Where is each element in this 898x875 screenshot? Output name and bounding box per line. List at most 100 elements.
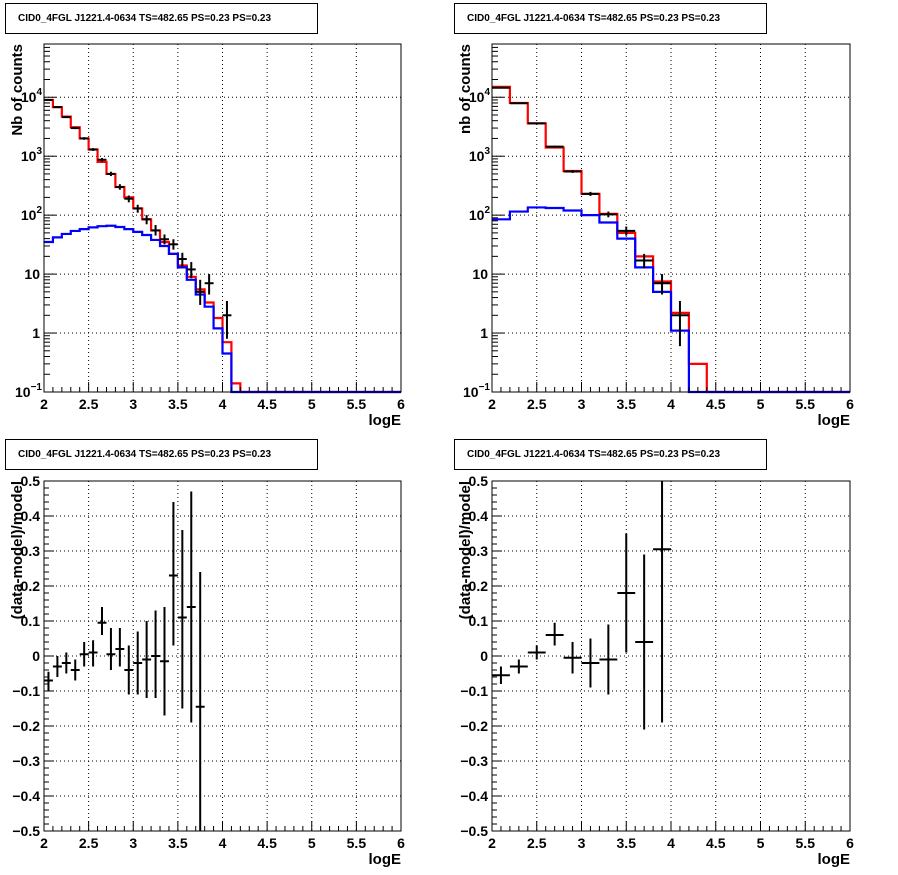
x-tick-label: 6 [397, 396, 405, 412]
data-point [204, 274, 214, 295]
data-point [115, 184, 125, 190]
y-tick-label: 1 [480, 325, 488, 341]
x-tick-label: 3.5 [617, 835, 637, 851]
chart-title-4: CID0_4FGL J1221.4-0634 TS=482.65 PS=0.23… [454, 439, 767, 470]
data-point [133, 631, 143, 695]
x-tick-label: 3 [129, 396, 137, 412]
y-tick-label: 10 [24, 266, 40, 282]
x-tick-label: 3 [578, 835, 586, 851]
x-tick-label: 3.5 [168, 835, 188, 851]
data-point [581, 638, 600, 688]
chart-panel-3: 2 2.5 3 3.5 4 4.5 5 5.5 6 −0.5 −0.4 −0.3 −0.2 −0.1 0 0.… [9, 473, 405, 868]
data-point [509, 102, 528, 105]
data-point [52, 656, 62, 677]
data-point [79, 137, 89, 140]
data-point [527, 122, 546, 125]
data-point [168, 502, 178, 646]
data-point [653, 274, 671, 295]
data-point [124, 195, 134, 203]
data-point [52, 106, 62, 109]
y-tick-label: 0 [32, 648, 40, 664]
data-point [142, 621, 152, 698]
y-tick-label: 0.2 [469, 578, 489, 594]
data-point [599, 211, 618, 218]
y-tick-label: 0 [480, 648, 488, 664]
x-tick-label: 2.5 [79, 835, 99, 851]
y-tick-label: 0.1 [469, 613, 489, 629]
y-tick-label: 0.1 [21, 613, 41, 629]
chart-title-3: CID0_4FGL J1221.4-0634 TS=482.65 PS=0.23… [5, 439, 318, 470]
data-point [671, 300, 689, 347]
y-axis-label: (data-model)/model [9, 481, 26, 619]
data-point [97, 607, 107, 635]
chart-panel-2: 2 2.5 3 3.5 4 4.5 5 5.5 6 10−1 1 10 102 103 104 logE nb … [457, 43, 854, 429]
y-tick-label: 102 [469, 205, 491, 223]
data-point [70, 659, 80, 681]
data-point [599, 624, 618, 695]
y-tick-label: −0.1 [12, 683, 40, 699]
data-point [222, 300, 232, 339]
chart-panel-1: 2 2.5 3 3.5 4 4.5 5 5.5 6 10−1 1 10 102 103 104 logE Nb … [9, 43, 405, 429]
y-tick-label: −0.2 [460, 718, 488, 734]
y-tick-label: 0.5 [469, 473, 489, 489]
y-tick-label: 0.3 [469, 543, 489, 559]
data-point [124, 645, 134, 695]
x-tick-label: 4 [219, 396, 227, 412]
y-tick-label: 10−1 [463, 382, 490, 400]
y-axis-label: Nb of counts [9, 44, 26, 136]
y-tick-label: −0.3 [12, 753, 40, 769]
x-axis-label: logE [369, 851, 402, 868]
x-axis-label: logE [818, 851, 851, 868]
data-point [581, 191, 600, 196]
y-tick-label: −0.2 [12, 718, 40, 734]
data-point [653, 481, 671, 723]
data-point [563, 170, 582, 173]
y-tick-label: −0.3 [460, 753, 488, 769]
data-point [106, 628, 116, 670]
x-tick-label: 4.5 [257, 396, 277, 412]
data-point [545, 622, 564, 646]
x-tick-label: 4.5 [257, 835, 277, 851]
x-tick-label: 5 [308, 835, 316, 851]
data-point [527, 645, 546, 660]
x-tick-label: 5 [308, 396, 316, 412]
y-tick-label: −0.1 [460, 683, 488, 699]
data-point [563, 642, 582, 674]
y-tick-label: 10−1 [15, 382, 42, 400]
data-point [133, 204, 143, 213]
x-axis-label: logE [818, 412, 851, 429]
x-tick-label: 6 [397, 835, 405, 851]
y-tick-label: −0.4 [460, 788, 488, 804]
data-point [106, 171, 116, 177]
chart-title-1: CID0_4FGL J1221.4-0634 TS=482.65 PS=0.23… [5, 3, 318, 34]
x-tick-label: 2.5 [527, 396, 547, 412]
data-point [492, 86, 510, 89]
y-tick-label: 104 [21, 87, 43, 105]
data-point [509, 659, 528, 674]
y-tick-label: 0.4 [469, 508, 489, 524]
data-point [61, 652, 71, 674]
data-point [160, 234, 169, 245]
data-point [79, 642, 89, 667]
y-tick-label: 103 [21, 146, 43, 164]
data-point [195, 279, 205, 305]
x-tick-label: 5.5 [347, 835, 367, 851]
x-tick-label: 5.5 [796, 396, 816, 412]
y-axis-label: nb of counts [457, 44, 474, 134]
x-tick-label: 2 [488, 396, 496, 412]
x-tick-label: 5 [757, 835, 765, 851]
x-tick-label: 2.5 [79, 396, 99, 412]
x-tick-label: 5.5 [347, 396, 367, 412]
x-tick-label: 4.5 [706, 396, 726, 412]
data-point [142, 215, 152, 225]
y-tick-label: 103 [469, 146, 491, 164]
y-tick-label: 0.3 [21, 543, 41, 559]
data-point [88, 148, 98, 151]
data-point [186, 491, 196, 723]
x-tick-label: 4.5 [706, 835, 726, 851]
y-tick-label: −0.5 [460, 823, 488, 839]
x-tick-label: 2 [40, 396, 48, 412]
data-point [168, 239, 178, 250]
data-point [44, 671, 53, 691]
